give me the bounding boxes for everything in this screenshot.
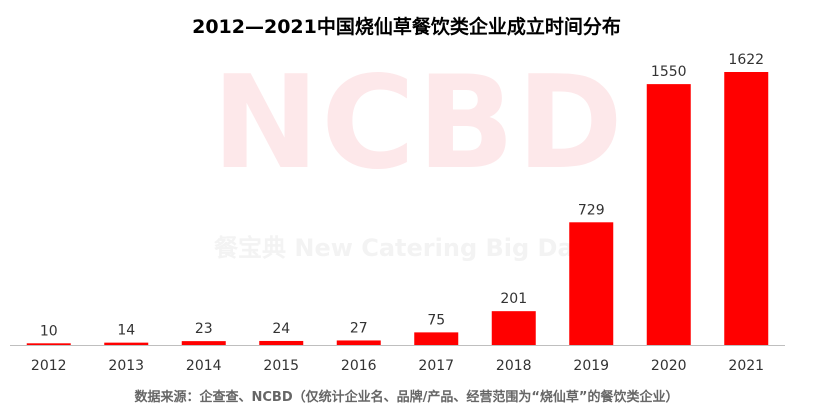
x-tick-2020: 2020	[651, 358, 687, 374]
bar-2017	[414, 332, 459, 345]
bar-2012	[26, 343, 71, 345]
x-tick-2015: 2015	[263, 358, 299, 374]
data-label-2018: 201	[500, 291, 527, 307]
data-label-2012: 10	[40, 323, 58, 339]
data-label-2015: 24	[272, 321, 290, 337]
bar-2014	[181, 341, 226, 345]
bar-2020	[646, 84, 691, 345]
bar-2013	[104, 342, 149, 345]
data-label-2021: 1622	[728, 52, 764, 68]
source-note: 数据来源：企查查、NCBD（仅统计企业名、品牌/产品、经营范围为“烧仙草”的餐饮…	[134, 390, 679, 405]
x-tick-2013: 2013	[108, 358, 144, 374]
bar-2016	[336, 340, 381, 345]
x-tick-2018: 2018	[496, 358, 532, 374]
data-label-2016: 27	[350, 320, 368, 336]
data-label-2019: 729	[578, 202, 605, 218]
data-label-2014: 23	[195, 321, 213, 337]
x-tick-2012: 2012	[31, 358, 67, 374]
data-labels: 10 14 23 24 27 75 201 729 1550 1622	[40, 52, 764, 339]
x-axis-tick-labels: 2012 2013 2014 2015 2016 2017 2018 2019 2020 2021	[31, 358, 764, 374]
x-tick-2016: 2016	[341, 358, 377, 374]
bar-series	[26, 72, 769, 345]
data-label-2013: 14	[117, 323, 135, 339]
bar-2018	[491, 311, 536, 345]
data-label-2017: 75	[427, 312, 445, 328]
x-tick-2017: 2017	[418, 358, 454, 374]
bar-2021	[724, 72, 769, 345]
x-tick-2019: 2019	[573, 358, 609, 374]
data-label-2020: 1550	[651, 64, 687, 80]
chart-title: 2012—2021中国烧仙草餐饮类企业成立时间分布	[192, 16, 621, 38]
bar-2015	[259, 340, 304, 345]
x-tick-2021: 2021	[728, 358, 764, 374]
x-tick-2014: 2014	[186, 358, 222, 374]
bar-2019	[569, 222, 614, 345]
